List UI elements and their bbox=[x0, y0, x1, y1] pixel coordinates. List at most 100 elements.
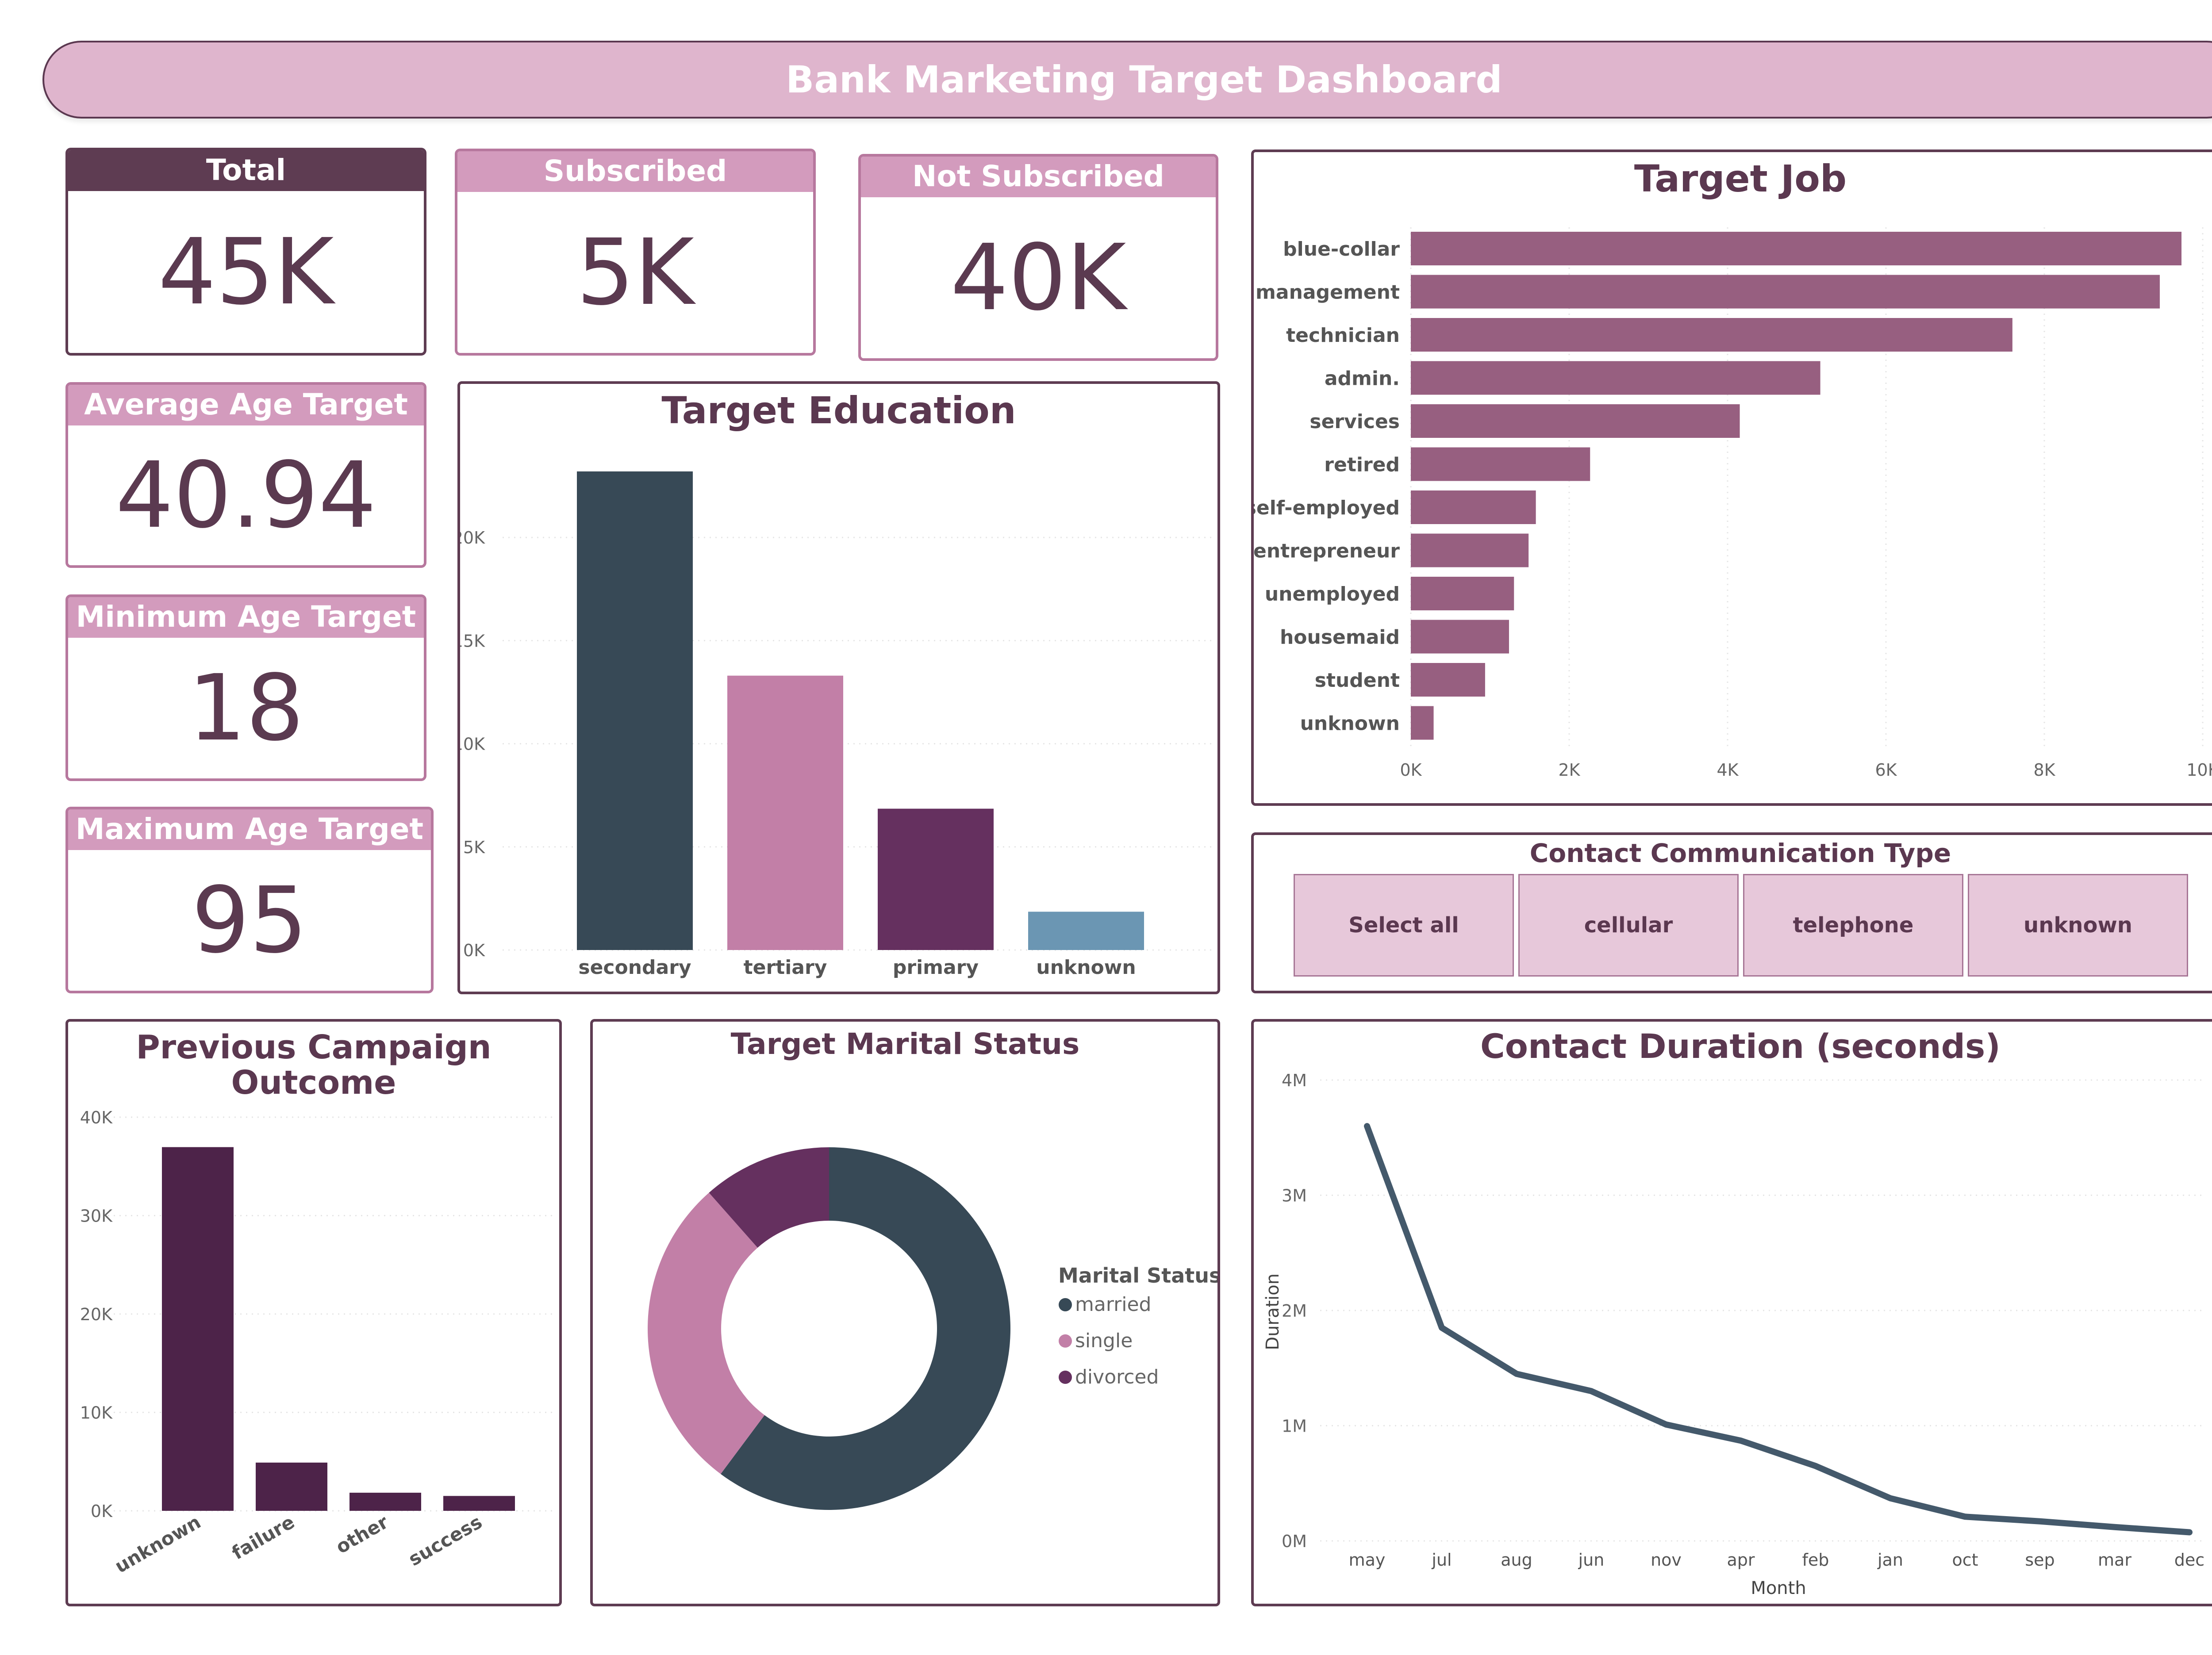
legend-title: Marital Status bbox=[1058, 1264, 1217, 1287]
x-tick-label: sep bbox=[2025, 1550, 2055, 1570]
kpi-subscribed-card: Subscribed 5K bbox=[455, 149, 816, 356]
y-tick-label: services bbox=[1310, 410, 1400, 433]
slicer-option-cellular[interactable]: cellular bbox=[1518, 874, 1739, 977]
x-tick-label: unknown bbox=[1036, 956, 1136, 979]
y-tick-label: unemployed bbox=[1265, 583, 1400, 605]
legend-marker bbox=[1059, 1298, 1072, 1311]
bar bbox=[1411, 404, 1740, 438]
donut-slice bbox=[709, 1147, 829, 1248]
bar bbox=[727, 675, 843, 950]
legend-label: single bbox=[1075, 1329, 1133, 1352]
legend-marker bbox=[1059, 1334, 1072, 1348]
bar bbox=[1411, 533, 1529, 567]
y-tick-label: admin. bbox=[1325, 368, 1400, 390]
x-tick-label: 2K bbox=[1558, 760, 1580, 780]
x-tick-label: nov bbox=[1651, 1550, 1682, 1570]
kpi-minimum-age-value: 18 bbox=[188, 655, 304, 761]
education-chart-title: Target Education bbox=[661, 389, 1016, 432]
kpi-maximum-age-card: Maximum Age Target 95 bbox=[65, 807, 434, 993]
kpi-average-age-card: Average Age Target 40.94 bbox=[65, 382, 426, 568]
donut-slice bbox=[648, 1192, 765, 1474]
slicer-option-telephone[interactable]: telephone bbox=[1743, 874, 1963, 977]
y-tick-label: 20K bbox=[80, 1305, 113, 1324]
x-tick-label: primary bbox=[893, 956, 979, 979]
kpi-total-value: 45K bbox=[158, 219, 334, 325]
y-tick-label: technician bbox=[1286, 324, 1400, 347]
y-tick-label: entrepreneur bbox=[1254, 540, 1400, 563]
dashboard-header: Bank Marketing Target Dashboard bbox=[42, 41, 2212, 119]
y-tick-label: 15K bbox=[460, 631, 485, 651]
kpi-average-age-value: 40.94 bbox=[115, 442, 376, 548]
x-tick-label: jul bbox=[1431, 1550, 1452, 1570]
legend-label: married bbox=[1075, 1293, 1151, 1316]
x-axis-label: Month bbox=[1751, 1578, 1806, 1598]
kpi-total-label: Total bbox=[68, 150, 424, 191]
bar bbox=[1411, 663, 1485, 697]
bar bbox=[1411, 318, 2012, 352]
x-tick-label: tertiary bbox=[744, 956, 827, 979]
y-tick-label: unknown bbox=[1300, 713, 1400, 735]
bar bbox=[1411, 706, 1434, 740]
x-tick-label: success bbox=[405, 1511, 486, 1570]
kpi-not-subscribed-card: Not Subscribed 40K bbox=[858, 154, 1218, 361]
job-chart: 0K 2K 4K 6K 8K 10K blue-collar management techni… bbox=[1254, 227, 2212, 780]
y-tick-label: self-employed bbox=[1254, 497, 1400, 519]
y-tick-label: 3M bbox=[1282, 1186, 1307, 1206]
x-tick-label: may bbox=[1349, 1550, 1386, 1570]
dashboard-title: Bank Marketing Target Dashboard bbox=[786, 58, 1502, 101]
y-tick-label: 0M bbox=[1282, 1532, 1307, 1551]
y-tick-label: retired bbox=[1324, 454, 1400, 476]
y-tick-label: 10K bbox=[460, 735, 485, 754]
y-tick-label: 10K bbox=[80, 1403, 113, 1423]
legend-marker bbox=[1059, 1371, 1072, 1384]
bar bbox=[1411, 361, 1820, 395]
y-tick-label: blue-collar bbox=[1283, 238, 1400, 261]
y-tick-label: management bbox=[1256, 281, 1400, 304]
slicer-option-unknown[interactable]: unknown bbox=[1968, 874, 2188, 977]
kpi-not-subscribed-value: 40K bbox=[950, 225, 1126, 331]
kpi-maximum-age-value: 95 bbox=[191, 867, 308, 973]
campaign-outcome-panel: Previous Campaign Outcome 0K 10K 20K 30K 40K… bbox=[65, 1019, 562, 1606]
x-tick-label: 8K bbox=[2033, 760, 2055, 780]
bar bbox=[162, 1147, 234, 1511]
marital-status-title: Target Marital Status bbox=[730, 1027, 1080, 1061]
bar bbox=[1411, 620, 1509, 654]
bar bbox=[1411, 447, 1590, 481]
x-tick-label: jan bbox=[1877, 1550, 1903, 1570]
bar bbox=[1411, 490, 1536, 524]
y-tick-label: 2M bbox=[1282, 1301, 1307, 1321]
y-tick-label: 1M bbox=[1282, 1417, 1307, 1436]
bar bbox=[349, 1493, 421, 1511]
y-tick-label: 4M bbox=[1282, 1071, 1307, 1090]
kpi-minimum-age-label: Minimum Age Target bbox=[68, 597, 424, 638]
slicer-option-select-all[interactable]: Select all bbox=[1294, 874, 1514, 977]
bar bbox=[577, 471, 693, 950]
contact-duration-chart: 0M 1M 2M 3M 4M may jul aug jun nov apr feb jan oct sep… bbox=[1263, 1071, 2205, 1598]
education-chart: 0K 5K 10K 15K 20K secondary tertiary primary unk… bbox=[460, 471, 1212, 979]
x-tick-label: 6K bbox=[1875, 760, 1897, 780]
job-chart-panel: Target Job 0K 2K 4K 6K 8K 10K blue-collar manag… bbox=[1251, 149, 2212, 806]
x-tick-label: jun bbox=[1578, 1550, 1605, 1570]
bar bbox=[1411, 275, 2160, 309]
education-chart-panel: Target Education 0K 5K 10K 15K 20K secondary t… bbox=[457, 381, 1220, 994]
bar bbox=[1028, 912, 1144, 950]
kpi-subscribed-label: Subscribed bbox=[457, 151, 813, 192]
kpi-subscribed-value: 5K bbox=[576, 219, 695, 326]
bar bbox=[256, 1462, 327, 1511]
kpi-average-age-label: Average Age Target bbox=[68, 385, 424, 425]
contact-duration-panel: Contact Duration (seconds) 0M 1M 2M 3M 4M may… bbox=[1251, 1019, 2212, 1606]
y-tick-label: 5K bbox=[463, 838, 485, 857]
x-tick-label: dec bbox=[2174, 1550, 2204, 1570]
y-tick-label: 0K bbox=[463, 941, 485, 960]
bar bbox=[878, 808, 994, 950]
x-tick-label: 10K bbox=[2186, 760, 2212, 780]
x-tick-label: 4K bbox=[1717, 760, 1739, 780]
campaign-outcome-title: Previous Campaign Outcome bbox=[136, 1028, 492, 1102]
x-tick-label: 0K bbox=[1400, 760, 1422, 780]
kpi-minimum-age-card: Minimum Age Target 18 bbox=[65, 594, 426, 781]
contact-type-slicer: Contact Communication Type Select all ce… bbox=[1251, 832, 2212, 993]
y-tick-label: 30K bbox=[80, 1207, 113, 1226]
marital-status-chart: Marital Status married single divorced bbox=[648, 1147, 1217, 1510]
bar bbox=[1411, 232, 2182, 265]
y-tick-label: 20K bbox=[460, 528, 485, 548]
